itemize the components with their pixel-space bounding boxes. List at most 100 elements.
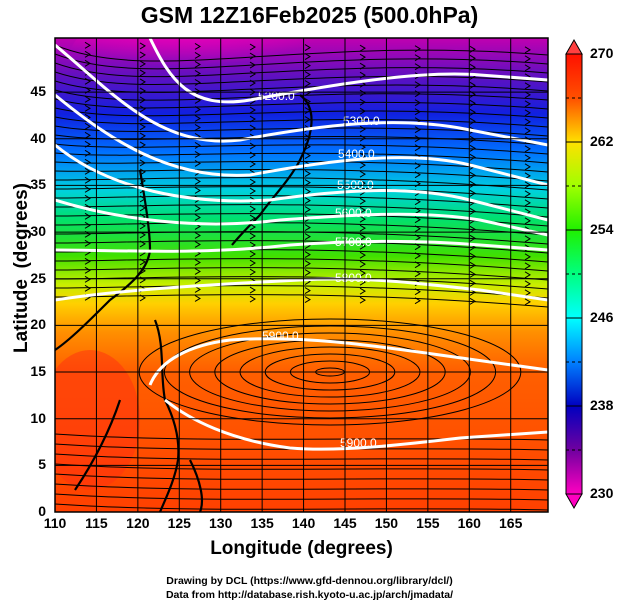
contour-label: 5300.0	[343, 114, 380, 128]
flow-arrow	[359, 206, 366, 214]
y-tick-label: 40	[30, 129, 46, 146]
flow-arrow	[524, 127, 531, 135]
flow-arrow	[249, 124, 256, 132]
flow-arrow	[524, 91, 531, 99]
flow-arrow	[249, 187, 256, 195]
flow-arrow	[249, 232, 256, 240]
flow-arrow	[249, 70, 256, 78]
flow-arrow	[359, 143, 366, 151]
colorbar-min-triangle	[565, 493, 583, 510]
flow-arrow	[249, 106, 256, 114]
flow-arrow	[304, 197, 311, 205]
contour-label: 5900.0	[340, 436, 377, 450]
flow-arrow	[194, 214, 201, 221]
flow-arrow	[139, 159, 146, 167]
flow-arrow	[139, 123, 146, 131]
flow-arrow	[194, 79, 201, 86]
flow-arrow	[249, 43, 256, 51]
flow-arrow	[469, 153, 476, 161]
flow-arrow	[359, 134, 366, 142]
flow-arrow	[359, 197, 366, 205]
flow-arrow	[84, 140, 91, 148]
streamline	[55, 53, 548, 70]
streamline	[55, 186, 548, 200]
flow-arrow	[249, 268, 256, 276]
plot-frame	[54, 37, 549, 513]
flow-arrow	[524, 118, 531, 126]
flow-arrow	[524, 181, 531, 189]
flow-arrow	[194, 115, 201, 122]
flow-arrow	[359, 71, 366, 79]
flow-arrow	[414, 252, 421, 260]
contour-5900-north	[148, 337, 548, 386]
flow-arrow	[524, 217, 531, 225]
y-tick-label: 0	[38, 503, 46, 519]
x-tick-label: 140	[291, 515, 316, 531]
flow-arrow	[194, 70, 201, 77]
flow-arrow	[84, 95, 91, 103]
contour-5700	[55, 239, 548, 253]
flow-arrow	[139, 258, 146, 266]
flow-arrow	[414, 225, 421, 233]
streamline	[55, 267, 548, 281]
flow-arrow	[414, 288, 421, 296]
streamlines	[55, 41, 548, 511]
flow-arrow	[84, 266, 91, 274]
flow-arrow	[84, 194, 91, 202]
colorbar-tick-label: 230	[590, 485, 614, 501]
flow-arrow	[524, 280, 531, 288]
flow-arrow	[524, 154, 531, 162]
flow-arrow	[359, 170, 366, 178]
flow-arrow	[359, 62, 366, 70]
contour-5200	[148, 38, 548, 104]
flow-arrow	[304, 116, 311, 124]
flow-arrow	[194, 43, 201, 50]
flow-arrow	[524, 64, 531, 72]
flow-arrow	[249, 214, 256, 222]
flow-arrow	[304, 152, 311, 160]
flow-arrow	[414, 243, 421, 251]
colorbar-tick-label: 270	[590, 45, 614, 61]
flow-arrow	[194, 61, 201, 68]
flow-arrow	[84, 284, 91, 292]
flow-arrow	[469, 207, 476, 215]
flow-arrow	[414, 297, 421, 305]
streamline	[55, 107, 548, 119]
colorbar-tick-label: 238	[590, 397, 614, 413]
streamline	[55, 98, 548, 110]
flow-arrow	[84, 158, 91, 166]
flow-arrow	[139, 69, 146, 77]
flow-arrow	[304, 71, 311, 79]
flow-arrow	[84, 59, 91, 67]
flow-arrow	[359, 260, 366, 268]
streamline	[55, 204, 548, 218]
streamline	[55, 240, 548, 254]
flow-arrow	[359, 161, 366, 169]
flow-arrow	[194, 286, 201, 293]
x-tick-label: 135	[250, 515, 274, 531]
flow-arrow	[414, 81, 421, 89]
streamline	[55, 433, 548, 441]
contour-label: 5400.0	[338, 147, 375, 161]
flow-arrow	[194, 97, 201, 104]
streamline	[55, 483, 548, 491]
flow-arrow	[194, 142, 201, 149]
flow-arrow	[84, 212, 91, 220]
flow-arrow	[249, 205, 256, 213]
x-tick-label: 115	[85, 515, 108, 531]
flow-arrow	[469, 144, 476, 152]
flow-arrow	[469, 108, 476, 116]
flow-arrow	[469, 81, 476, 89]
flow-arrow	[139, 141, 146, 149]
coast-philippines	[153, 319, 180, 512]
flow-arrow	[304, 80, 311, 88]
flow-arrow	[469, 117, 476, 125]
flow-arrow	[249, 259, 256, 267]
x-tick-label: 165	[499, 515, 523, 531]
streamline	[55, 177, 548, 191]
flow-arrow	[304, 251, 311, 259]
flow-arrow	[139, 60, 146, 68]
flow-arrow	[414, 126, 421, 134]
flow-arrow	[84, 239, 91, 247]
